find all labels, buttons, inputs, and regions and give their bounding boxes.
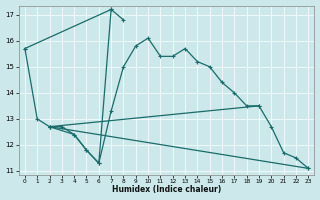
X-axis label: Humidex (Indice chaleur): Humidex (Indice chaleur) — [112, 185, 221, 194]
